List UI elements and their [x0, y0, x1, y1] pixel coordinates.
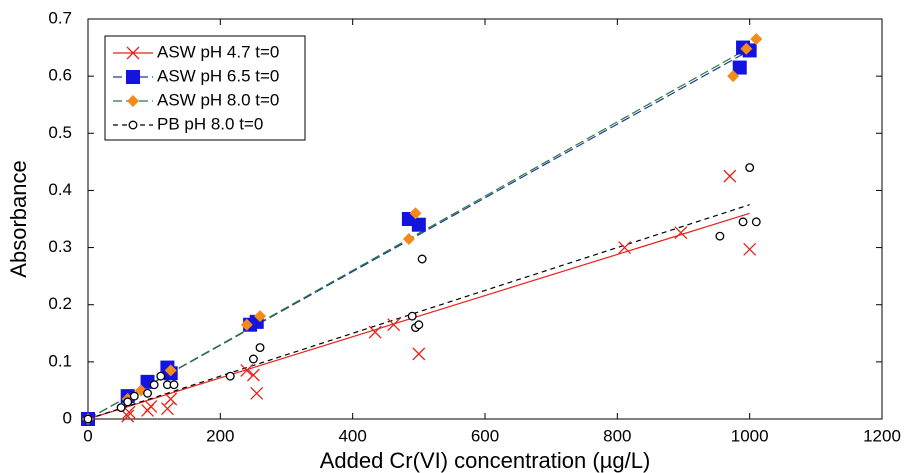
y-tick-label: 0.7	[48, 8, 72, 27]
point	[116, 403, 126, 413]
legend-label: ASW pH 4.7 t=0	[157, 42, 279, 61]
x-tick-label: 800	[603, 426, 631, 445]
point	[750, 33, 763, 45]
point	[745, 163, 755, 173]
point	[715, 231, 725, 241]
point	[144, 399, 158, 413]
point	[618, 241, 632, 255]
point	[417, 254, 427, 264]
legend-marker	[126, 70, 140, 84]
point	[407, 311, 417, 321]
point	[254, 310, 267, 323]
point	[743, 242, 757, 256]
y-tick-label: 0	[63, 408, 72, 427]
point	[402, 233, 415, 245]
point	[250, 386, 264, 400]
x-tick-label: 1200	[863, 426, 901, 445]
x-axis-title: Added Cr(VI) concentration (µg/L)	[320, 448, 651, 473]
point	[160, 402, 174, 416]
legend-marker	[128, 120, 138, 130]
point	[240, 363, 254, 377]
point	[240, 318, 253, 331]
y-axis-title: Absorbance	[6, 160, 31, 277]
point	[121, 409, 135, 423]
x-tick-label: 600	[471, 426, 499, 445]
point	[123, 397, 133, 407]
point	[164, 364, 177, 377]
legend-label: ASW pH 8.0 t=0	[157, 90, 279, 109]
point	[368, 325, 382, 339]
point	[225, 371, 235, 381]
point	[412, 347, 426, 361]
legend-label: ASW pH 6.5 t=0	[157, 66, 279, 85]
legend-label: PB pH 8.0 t=0	[157, 114, 263, 133]
point	[723, 169, 737, 183]
point	[727, 70, 740, 83]
point	[83, 414, 93, 424]
point	[387, 318, 401, 332]
fit-line	[87, 49, 750, 420]
x-tick-label: 1000	[731, 426, 769, 445]
x-tick-label: 0	[83, 426, 92, 445]
legend: ASW pH 4.7 t=0 ASW pH 6.5 t=0 ASW pH 8.0 t…	[104, 35, 306, 141]
point	[732, 60, 747, 75]
y-tick-label: 0.2	[48, 294, 72, 313]
point	[143, 388, 152, 398]
point	[246, 368, 260, 382]
point	[248, 354, 258, 364]
fit-line	[87, 212, 750, 420]
fit-line	[87, 47, 750, 420]
y-tick-label: 0.1	[48, 351, 72, 370]
point	[156, 371, 166, 381]
point	[740, 42, 753, 55]
point	[255, 343, 265, 353]
point	[149, 380, 159, 390]
y-tick-label: 0.5	[48, 123, 72, 142]
point	[751, 217, 761, 227]
y-tick-label: 0.4	[48, 180, 72, 199]
x-tick-label: 400	[338, 426, 366, 445]
point	[164, 392, 178, 406]
point	[129, 391, 139, 401]
legend-marker	[127, 95, 139, 107]
point	[674, 226, 688, 240]
legend-marker	[126, 46, 140, 60]
point	[169, 380, 179, 390]
point	[414, 320, 424, 330]
x-tick-label: 200	[206, 426, 234, 445]
fit-line	[87, 204, 750, 420]
point	[409, 207, 422, 220]
y-tick-label: 0.6	[48, 66, 72, 85]
point	[411, 217, 426, 232]
y-tick-label: 0.3	[48, 237, 72, 256]
point	[738, 217, 748, 227]
